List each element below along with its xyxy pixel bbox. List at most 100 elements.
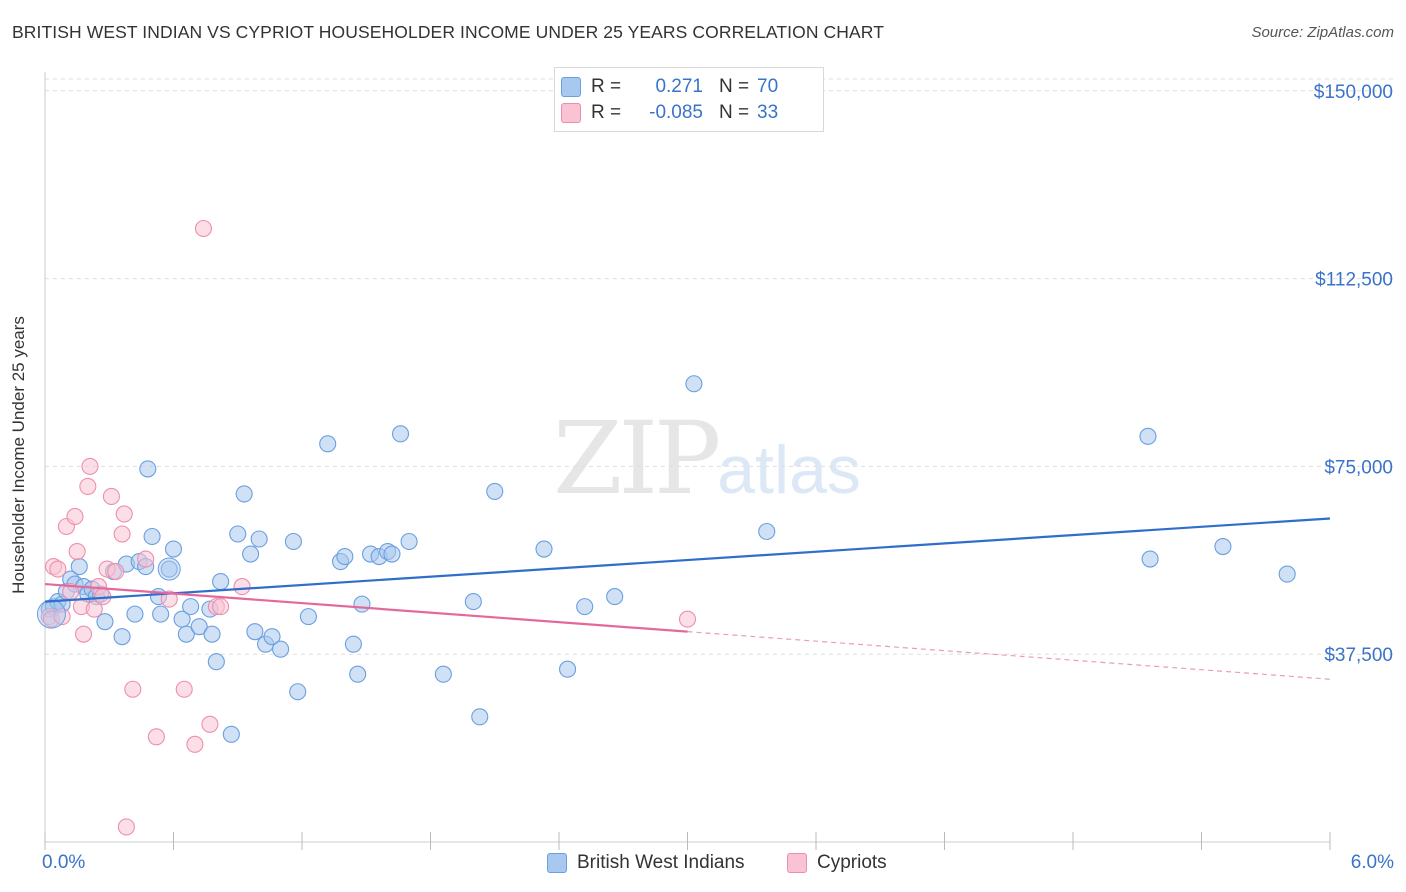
legend-n-label: N = xyxy=(719,76,750,97)
point-cypriots xyxy=(194,219,213,238)
point-british-west-indians xyxy=(284,532,302,551)
point-cypriots xyxy=(201,715,219,733)
legend-row-british-west-indians: R = 0.271 N = 70 xyxy=(561,75,779,99)
point-british-west-indians xyxy=(272,640,290,658)
point-cypriots xyxy=(53,608,71,626)
legend-swatch-blue xyxy=(547,853,567,873)
x-tick-label-max: 6.0% xyxy=(1350,852,1394,873)
point-cypriots xyxy=(81,457,99,475)
point-british-west-indians xyxy=(1139,427,1157,445)
point-british-west-indians xyxy=(126,605,144,623)
point-british-west-indians xyxy=(486,482,504,500)
legend-label: Cypriots xyxy=(817,852,887,873)
point-british-west-indians xyxy=(96,613,114,631)
point-british-west-indians xyxy=(336,547,354,566)
point-cypriots xyxy=(115,505,133,523)
point-cypriots xyxy=(66,507,84,526)
legend-swatch-pink xyxy=(787,853,807,873)
legend-n-value: 33 xyxy=(757,102,779,123)
point-british-west-indians xyxy=(242,545,260,563)
point-cypriots xyxy=(233,578,251,596)
point-british-west-indians xyxy=(190,618,208,636)
point-cypriots xyxy=(175,680,193,698)
point-british-west-indians xyxy=(1214,537,1232,556)
watermark: ZIPatlas xyxy=(553,400,861,517)
point-british-west-indians xyxy=(160,560,178,578)
point-british-west-indians xyxy=(177,625,195,643)
point-british-west-indians xyxy=(152,605,170,623)
point-british-west-indians xyxy=(139,460,157,478)
point-british-west-indians xyxy=(263,628,281,646)
point-cypriots xyxy=(117,818,135,836)
y-tick-label: $150,000 xyxy=(1314,82,1393,103)
point-cypriots xyxy=(678,610,697,628)
point-cypriots xyxy=(102,487,120,505)
point-british-west-indians xyxy=(207,653,225,671)
legend-r-value: -0.085 xyxy=(649,102,703,123)
point-british-west-indians xyxy=(1278,565,1296,583)
trendline-british-west-indians xyxy=(44,517,1331,603)
point-british-west-indians xyxy=(1141,550,1159,568)
point-british-west-indians xyxy=(559,660,577,678)
legend-item-british-west-indians: British West Indians xyxy=(547,852,745,874)
legend-label: British West Indians xyxy=(577,852,745,873)
watermark-zip: ZIP xyxy=(553,400,721,517)
point-british-west-indians xyxy=(246,623,264,641)
point-cypriots xyxy=(75,625,93,643)
point-british-west-indians xyxy=(222,725,240,743)
point-british-west-indians xyxy=(113,628,131,646)
point-british-west-indians xyxy=(391,425,410,443)
point-british-west-indians xyxy=(400,532,418,551)
legend-item-cypriots: Cypriots xyxy=(787,852,887,874)
point-british-west-indians xyxy=(36,599,66,629)
point-british-west-indians xyxy=(353,595,371,613)
series-legend: British West Indians Cypriots xyxy=(0,852,1406,876)
point-cypriots xyxy=(160,590,178,608)
legend-r-label: R = xyxy=(591,76,622,97)
point-cypriots xyxy=(68,542,86,561)
point-british-west-indians xyxy=(383,545,401,563)
point-cypriots xyxy=(85,600,103,618)
y-tick-label: $75,000 xyxy=(1324,457,1393,478)
point-british-west-indians xyxy=(143,527,161,546)
point-british-west-indians xyxy=(164,540,183,558)
y-tick-label: $112,500 xyxy=(1315,270,1393,291)
legend-r-label: R = xyxy=(591,102,622,123)
point-cypriots xyxy=(147,728,165,746)
point-british-west-indians xyxy=(344,635,362,653)
point-british-west-indians xyxy=(319,435,337,453)
point-cypriots xyxy=(79,477,97,495)
legend-swatch-blue xyxy=(561,77,581,97)
point-british-west-indians xyxy=(182,598,200,616)
point-british-west-indians xyxy=(685,375,703,393)
legend-swatch-pink xyxy=(561,103,581,123)
legend-r-value: 0.271 xyxy=(655,76,703,97)
point-cypriots xyxy=(212,598,230,616)
point-british-west-indians xyxy=(203,625,221,643)
source-label: Source: ZipAtlas.com xyxy=(1251,24,1394,41)
point-british-west-indians xyxy=(229,525,247,543)
x-tick-label-min: 0.0% xyxy=(42,852,86,873)
point-cypriots xyxy=(107,563,125,581)
point-british-west-indians xyxy=(235,485,253,503)
trendline-cypriots-extended xyxy=(687,631,1331,680)
point-british-west-indians xyxy=(299,608,317,626)
point-british-west-indians xyxy=(464,593,482,611)
point-british-west-indians xyxy=(606,588,624,606)
point-cypriots xyxy=(49,560,67,578)
y-tick-label: $37,500 xyxy=(1324,645,1393,666)
point-british-west-indians xyxy=(535,540,553,558)
legend-n-label: N = xyxy=(719,102,750,123)
point-british-west-indians xyxy=(289,683,307,701)
point-cypriots xyxy=(113,525,131,543)
legend-row-cypriots: R = -0.085 N = 33 xyxy=(561,101,779,125)
point-british-west-indians xyxy=(349,665,367,683)
point-cypriots xyxy=(124,680,142,698)
trendline-cypriots xyxy=(44,582,688,633)
legend-n-value: 70 xyxy=(757,76,779,97)
point-british-west-indians xyxy=(157,557,181,581)
point-british-west-indians xyxy=(212,573,230,591)
point-british-west-indians xyxy=(70,558,88,576)
point-british-west-indians xyxy=(471,708,489,726)
